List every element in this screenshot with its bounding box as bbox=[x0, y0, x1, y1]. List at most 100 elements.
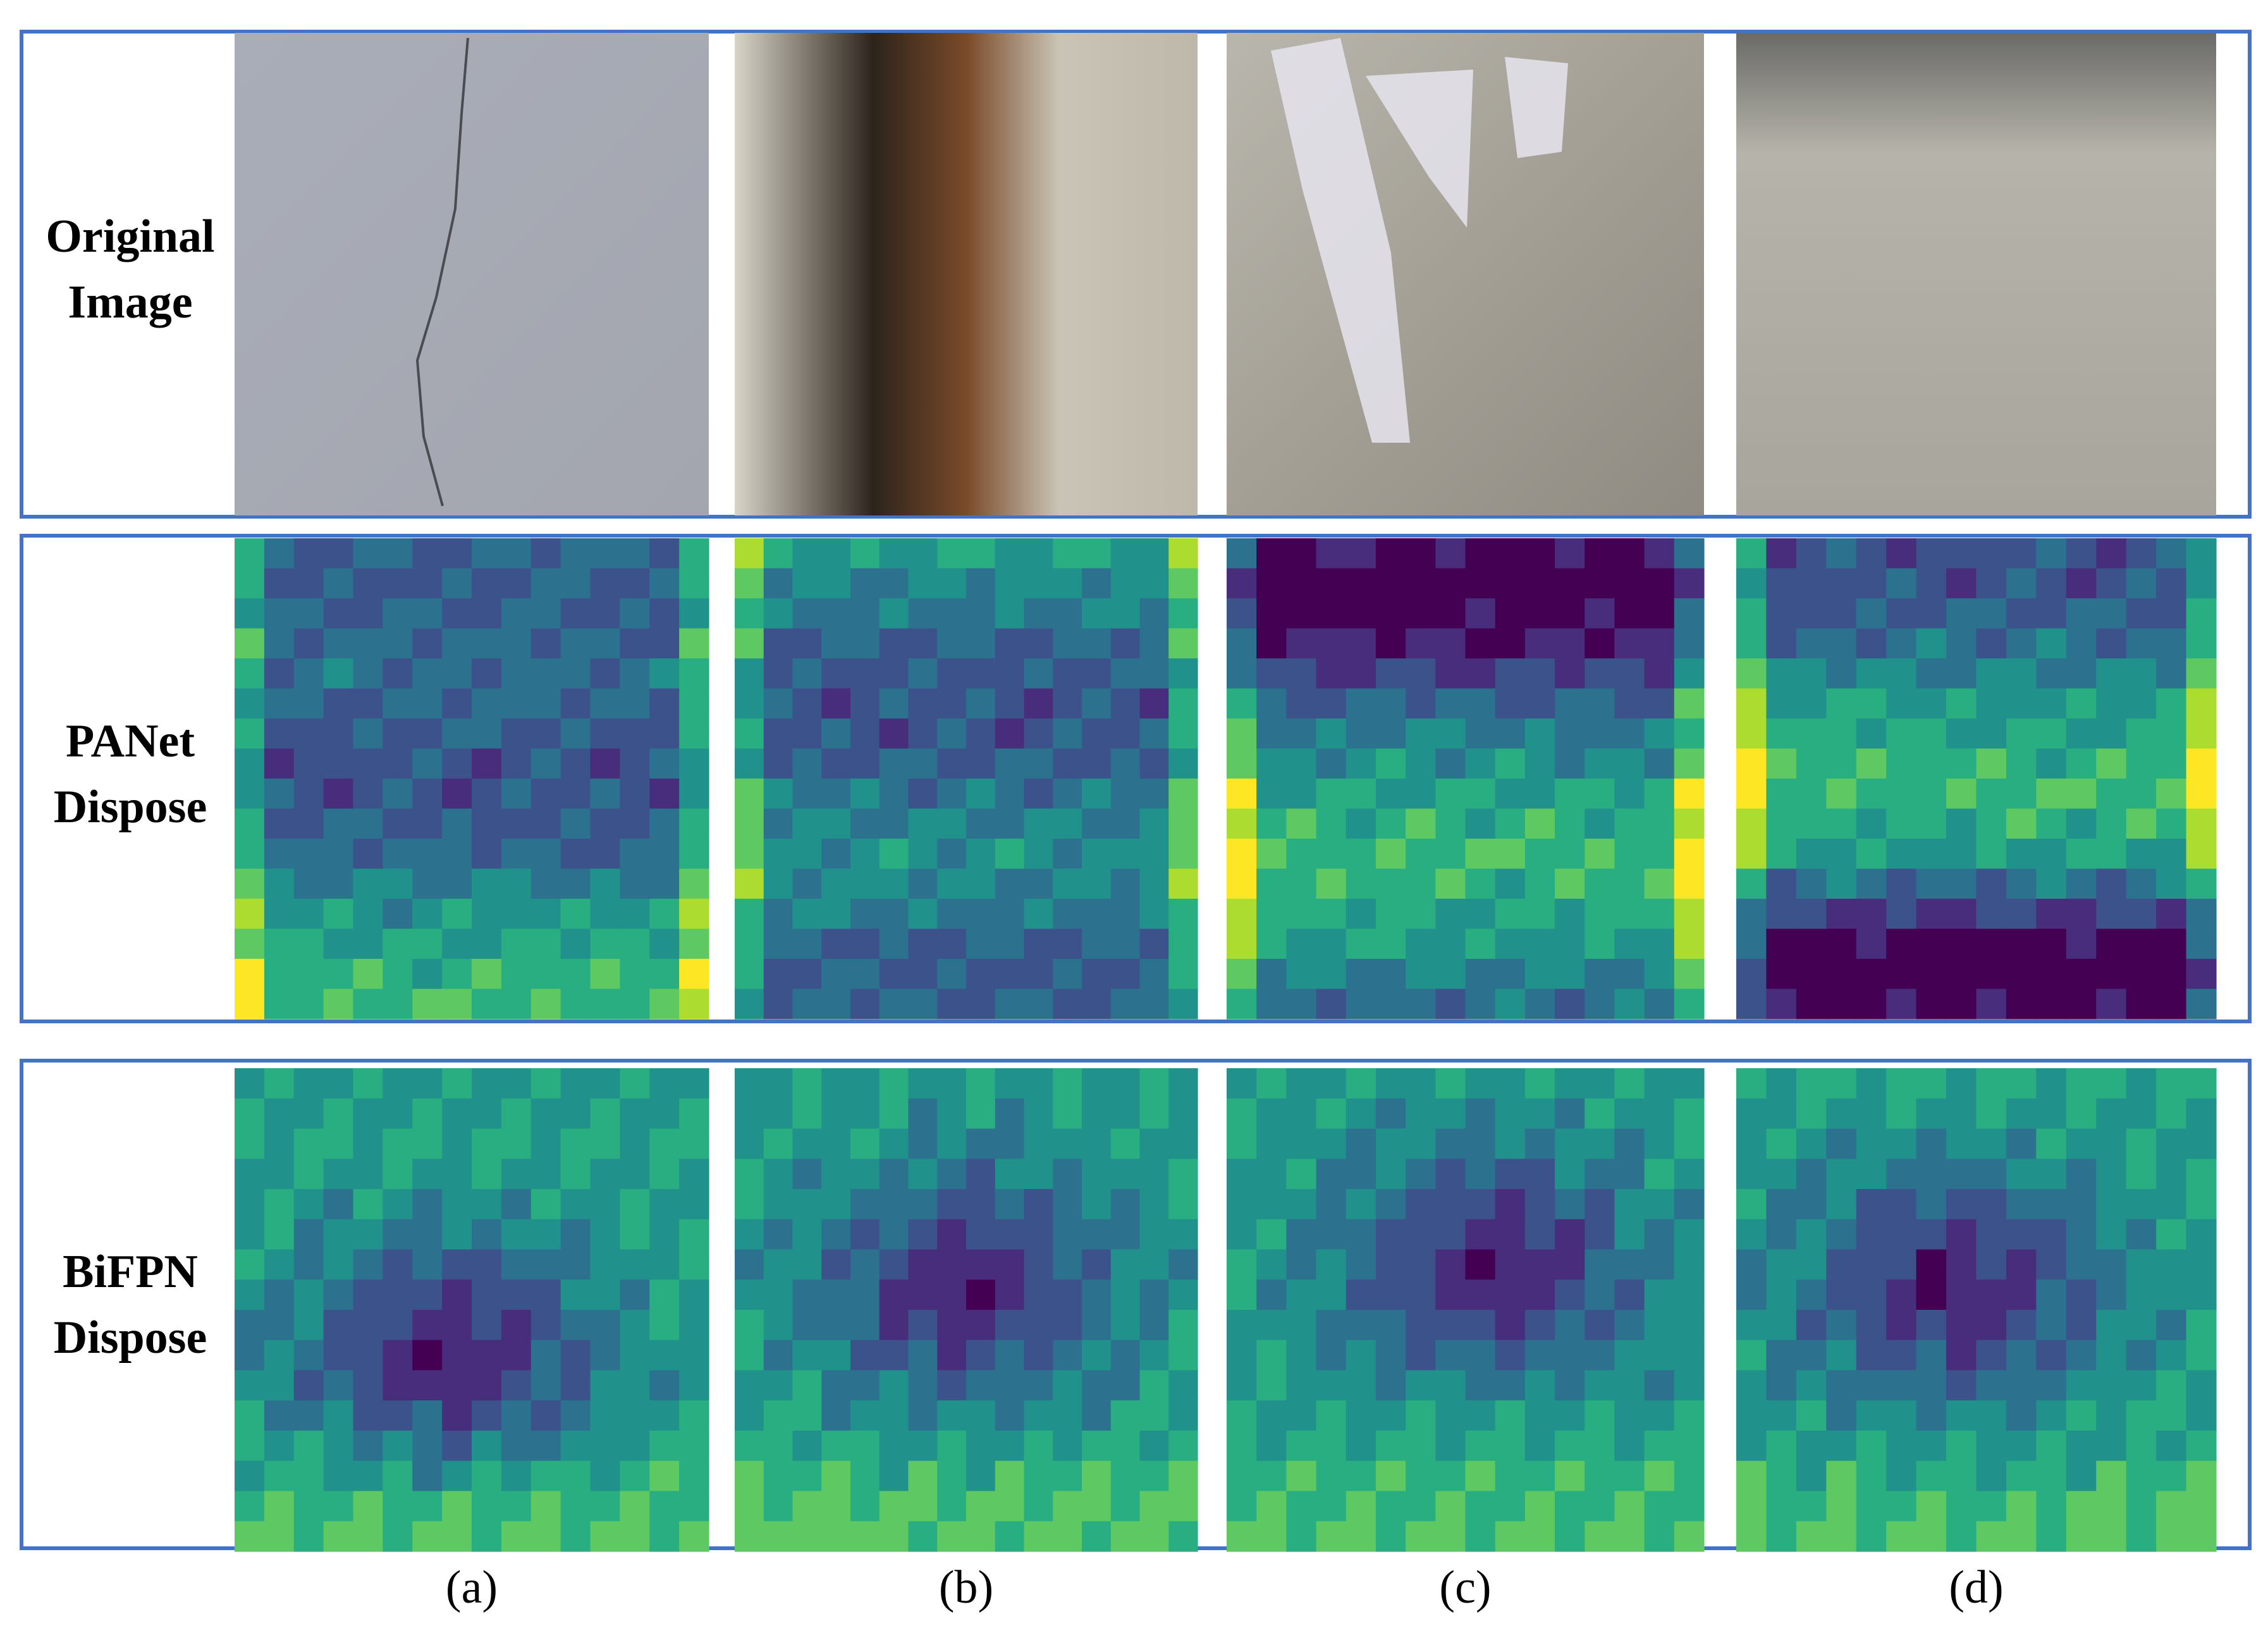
heat-cell bbox=[1614, 989, 1645, 1020]
heat-cell bbox=[293, 1279, 324, 1310]
heat-cell bbox=[2186, 779, 2217, 810]
heat-cell bbox=[1345, 808, 1376, 839]
heat-cell bbox=[763, 1491, 794, 1522]
heat-cell bbox=[1053, 989, 1082, 1020]
heat-cell bbox=[1976, 899, 2007, 930]
heat-cell bbox=[1465, 1189, 1496, 1220]
heat-cell bbox=[2096, 1098, 2127, 1130]
heat-cell bbox=[1286, 868, 1317, 899]
heat-cell bbox=[1053, 959, 1082, 990]
heat-cell bbox=[879, 899, 909, 930]
heat-cell bbox=[966, 748, 996, 779]
heat-cell bbox=[1168, 1249, 1198, 1280]
heat-cell bbox=[1614, 748, 1645, 779]
heat-cell bbox=[1856, 1340, 1887, 1371]
heat-cell bbox=[560, 1068, 591, 1099]
heat-cell bbox=[1916, 808, 1947, 839]
heat-cell bbox=[442, 899, 472, 930]
heat-cell bbox=[1227, 1128, 1257, 1159]
heat-cell bbox=[1916, 1340, 1947, 1371]
heat-cell bbox=[1406, 658, 1436, 689]
heat-cell bbox=[1644, 1521, 1675, 1552]
heat-cell bbox=[2036, 1189, 2067, 1220]
heat-cell bbox=[1465, 1068, 1496, 1099]
heat-cell bbox=[2186, 1189, 2217, 1220]
heat-cell bbox=[1826, 1098, 1857, 1130]
heat-cell bbox=[1796, 658, 1827, 689]
heat-cell bbox=[560, 1491, 591, 1522]
heat-cell bbox=[1316, 598, 1347, 629]
heat-cell bbox=[2066, 928, 2097, 959]
heat-cell bbox=[264, 598, 295, 629]
heat-cell bbox=[1139, 658, 1169, 689]
heat-cell bbox=[2186, 538, 2217, 569]
heat-cell bbox=[735, 1431, 764, 1462]
heat-cell bbox=[1796, 538, 1827, 569]
heat-cell bbox=[412, 1279, 443, 1310]
heat-cell bbox=[2126, 1460, 2157, 1492]
heat-cell bbox=[2156, 989, 2187, 1020]
heat-cell bbox=[1168, 989, 1198, 1020]
heat-cell bbox=[264, 1460, 295, 1492]
heat-cell bbox=[2036, 1249, 2067, 1280]
heat-cell bbox=[472, 598, 502, 629]
heat-cell bbox=[1139, 598, 1169, 629]
heat-cell bbox=[937, 1279, 967, 1310]
heat-cell bbox=[679, 568, 709, 599]
heat-cell bbox=[649, 748, 680, 779]
heat-cell bbox=[908, 658, 938, 689]
heat-cell bbox=[1110, 748, 1141, 779]
heat-cell bbox=[1375, 1521, 1406, 1552]
heat-cell bbox=[2006, 1219, 2037, 1250]
heat-cell bbox=[966, 1521, 996, 1552]
heat-cell bbox=[679, 1068, 709, 1099]
heat-cell bbox=[937, 1159, 967, 1190]
heat-cell bbox=[1286, 1310, 1317, 1341]
heat-cell bbox=[1053, 598, 1082, 629]
heat-cell bbox=[821, 1279, 851, 1310]
heat-cell bbox=[763, 1279, 794, 1310]
heat-cell bbox=[293, 808, 324, 839]
heat-cell bbox=[323, 1310, 354, 1341]
heat-cell bbox=[383, 538, 413, 569]
heat-cell bbox=[501, 1219, 532, 1250]
heat-cell bbox=[1168, 868, 1198, 899]
heat-cell bbox=[235, 718, 265, 749]
heat-cell bbox=[1345, 1460, 1376, 1492]
heat-cell bbox=[264, 899, 295, 930]
heat-cell bbox=[792, 1491, 822, 1522]
heat-cell bbox=[353, 1189, 383, 1220]
heat-cell bbox=[2186, 1400, 2217, 1431]
heat-cell bbox=[1555, 598, 1585, 629]
heat-cell bbox=[763, 538, 794, 569]
heat-cell bbox=[1316, 1279, 1347, 1310]
heat-cell bbox=[1227, 538, 1257, 569]
heat-cell bbox=[1256, 1400, 1287, 1431]
heat-cell bbox=[1644, 1460, 1675, 1492]
heat-cell bbox=[1736, 628, 1767, 659]
heat-cell bbox=[1886, 1128, 1917, 1159]
heat-cell bbox=[966, 808, 996, 839]
heat-cell bbox=[2066, 839, 2097, 870]
heat-cell bbox=[879, 928, 909, 959]
heat-cell bbox=[501, 959, 532, 990]
heat-cell bbox=[966, 839, 996, 870]
heat-cell bbox=[2156, 868, 2187, 899]
heat-cell bbox=[966, 1279, 996, 1310]
heat-cell bbox=[1435, 928, 1466, 959]
heat-cell bbox=[649, 989, 680, 1020]
heat-cell bbox=[1316, 688, 1347, 719]
heat-cell bbox=[735, 1340, 764, 1371]
heat-cell bbox=[1856, 1521, 1887, 1552]
heat-cell bbox=[2066, 568, 2097, 599]
heat-cell bbox=[590, 868, 620, 899]
heat-cell bbox=[2096, 1340, 2127, 1371]
heat-cell bbox=[2066, 868, 2097, 899]
heat-cell bbox=[1524, 928, 1555, 959]
heat-cell bbox=[1024, 959, 1053, 990]
heat-cell bbox=[649, 1159, 680, 1190]
heat-cell bbox=[735, 568, 764, 599]
heat-cell bbox=[879, 989, 909, 1020]
heat-cell bbox=[412, 538, 443, 569]
heat-cell bbox=[2096, 628, 2127, 659]
